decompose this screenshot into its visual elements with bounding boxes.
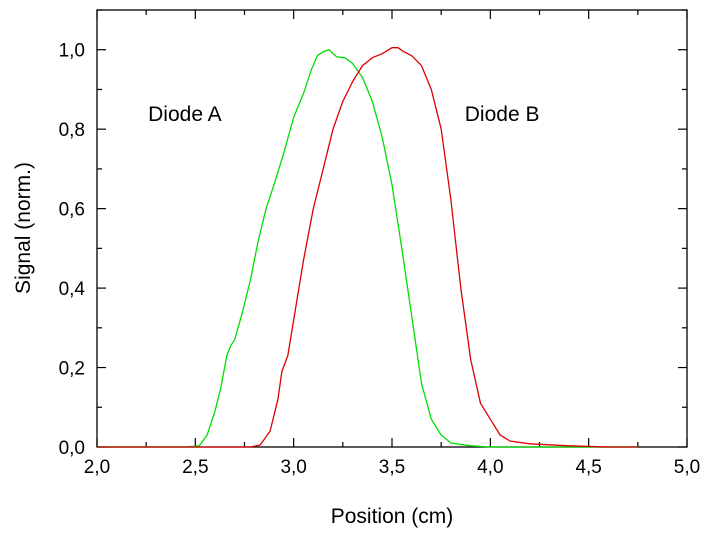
y-tick-label: 0,0 [59,438,85,459]
series-label-diode-b: Diode B [465,103,540,126]
y-axis-ticks: 0,0 0,2 0,4 0,6 0,8 1,0 [59,9,687,459]
x-tick-label: 4,0 [477,457,503,478]
x-axis-label: Position (cm) [331,505,454,528]
y-tick-label: 1,0 [59,41,85,62]
y-tick-label: 0,2 [59,359,85,380]
y-tick-label: 0,6 [59,200,85,221]
series-label-diode-a: Diode A [148,103,222,126]
y-axis-label: Signal (norm.) [12,162,35,294]
x-tick-label: 4,5 [575,457,601,478]
plot-frame [96,9,688,448]
x-tick-label: 2,5 [182,457,208,478]
series-line-diode-a [97,49,638,448]
x-tick-label: 5,0 [674,457,700,478]
x-tick-label: 3,5 [379,457,405,478]
series-layer: Diode A Diode B [97,47,638,448]
x-axis-ticks: 2,0 2,5 3,0 3,5 4,0 4,5 5,0 [84,10,700,478]
x-tick-label: 3,0 [280,457,306,478]
x-tick-label: 2,0 [84,457,110,478]
y-tick-label: 0,8 [59,120,85,141]
series-line-diode-b [97,47,638,448]
y-tick-label: 0,4 [59,279,86,300]
